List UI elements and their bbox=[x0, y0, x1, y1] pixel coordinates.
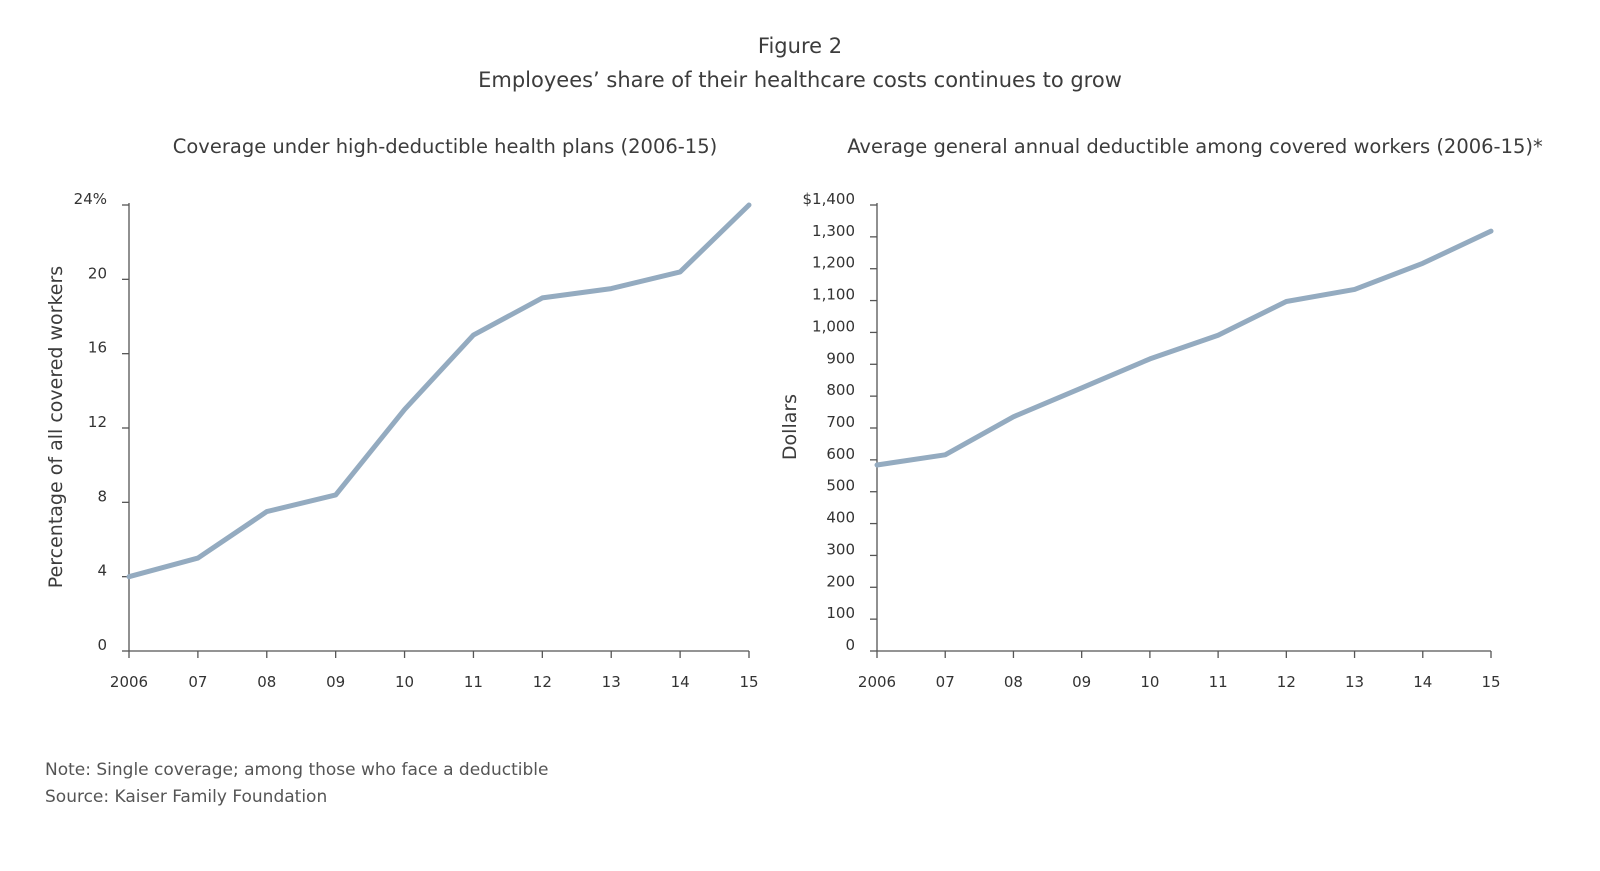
x-tick-label: 09 bbox=[326, 673, 345, 691]
y-tick-label: 700 bbox=[826, 413, 855, 431]
x-tick-label: 12 bbox=[1277, 673, 1296, 691]
x-tick-label: 2006 bbox=[858, 673, 896, 691]
x-tick-label: 15 bbox=[739, 673, 758, 691]
series-line bbox=[126, 202, 752, 580]
x-tick-label: 15 bbox=[1481, 673, 1500, 691]
right-line-chart: 0 100 200 300 400 500 600 700 800 900 1,000 1,100 1,… bbox=[779, 190, 1501, 691]
x-tick-label: 07 bbox=[936, 673, 955, 691]
right-chart-title: Average general annual deductible among … bbox=[847, 135, 1543, 158]
y-tick-label: 1,300 bbox=[812, 222, 855, 240]
y-tick-label: $1,400 bbox=[803, 190, 856, 208]
y-tick-label: 100 bbox=[826, 604, 855, 622]
x-tick-label: 08 bbox=[257, 673, 276, 691]
y-tick-label: 1,100 bbox=[812, 286, 855, 304]
source-note: Source: Kaiser Family Foundation bbox=[45, 787, 328, 807]
y-tick-label: 300 bbox=[826, 540, 855, 558]
y-tick-label: 800 bbox=[826, 381, 855, 399]
y-axis-label: Percentage of all covered workers bbox=[45, 266, 67, 588]
y-tick-label: 0 bbox=[97, 636, 107, 654]
y-tick-label: 900 bbox=[826, 349, 855, 367]
x-tick-label: 12 bbox=[533, 673, 552, 691]
y-tick-label: 24% bbox=[74, 190, 107, 208]
left-chart-title: Coverage under high-deductible health pl… bbox=[172, 135, 718, 158]
footnote: Note: Single coverage; among those who f… bbox=[45, 760, 549, 780]
x-tick-label: 13 bbox=[1345, 673, 1364, 691]
y-tick-label: 16 bbox=[88, 339, 107, 357]
y-tick-label: 1,200 bbox=[812, 254, 855, 272]
x-tick-label: 14 bbox=[1413, 673, 1432, 691]
y-tick-label: 500 bbox=[826, 477, 855, 495]
x-tick-label: 11 bbox=[464, 673, 483, 691]
x-tick-label: 13 bbox=[602, 673, 621, 691]
x-tick-label: 10 bbox=[1140, 673, 1159, 691]
x-tick-label: 08 bbox=[1004, 673, 1023, 691]
series-line bbox=[874, 228, 1494, 468]
y-tick-label: 600 bbox=[826, 445, 855, 463]
y-axis-label: Dollars bbox=[779, 394, 801, 460]
y-tick-label: 400 bbox=[826, 509, 855, 527]
y-tick-label: 12 bbox=[88, 413, 107, 431]
y-tick-label: 20 bbox=[88, 264, 107, 282]
y-tick-label: 1,000 bbox=[812, 317, 855, 335]
y-tick-label: 200 bbox=[826, 572, 855, 590]
y-tick-label: 4 bbox=[97, 562, 107, 580]
figure-label: Figure 2 bbox=[757, 34, 843, 58]
x-tick-label: 09 bbox=[1072, 673, 1091, 691]
x-tick-label: 2006 bbox=[110, 673, 148, 691]
x-tick-label: 11 bbox=[1209, 673, 1228, 691]
y-tick-label: 0 bbox=[845, 636, 855, 654]
x-tick-label: 07 bbox=[188, 673, 207, 691]
x-tick-label: 10 bbox=[395, 673, 414, 691]
y-tick-label: 8 bbox=[97, 487, 107, 505]
x-tick-label: 14 bbox=[671, 673, 690, 691]
figure-title: Employees’ share of their healthcare cos… bbox=[478, 68, 1122, 92]
left-line-chart: 0 4 8 12 16 20 24% 2006 07 08 09 10 11 12 13 14 15 Percen… bbox=[45, 190, 759, 691]
